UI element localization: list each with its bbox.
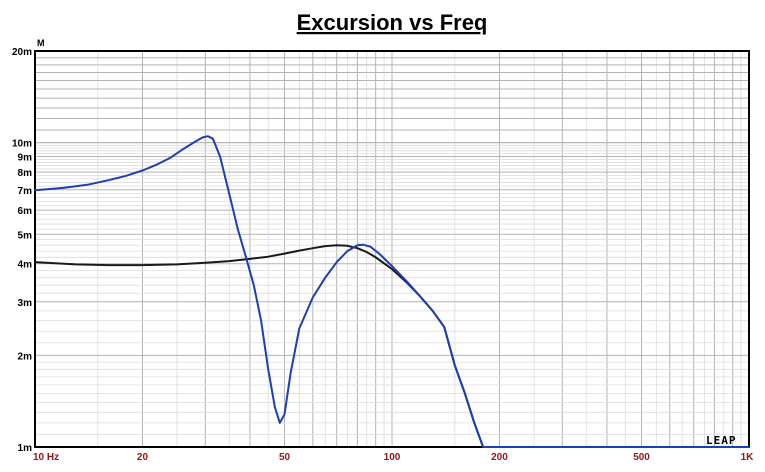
x-axis-ticks: 10 Hz 20 50 100 200 500 1K (33, 452, 754, 463)
y-tick-label: 4m (18, 260, 33, 271)
x-tick-label: 100 (384, 452, 401, 463)
y-tick-label: 1m (18, 443, 33, 454)
x-tick-label: 50 (279, 452, 291, 463)
y-tick-label: 7m (18, 186, 33, 197)
y-tick-label: 2m (18, 351, 33, 362)
chart-title: Excursion vs Freq (297, 10, 488, 35)
y-tick-label: 5m (18, 230, 33, 241)
y-unit-label: M (37, 38, 45, 48)
y-tick-label: 6m (18, 206, 33, 217)
leap-logo: LEAP (706, 434, 737, 447)
series-line-1 (34, 244, 485, 448)
series-layer (34, 135, 750, 448)
x-tick-label: 20 (137, 452, 149, 463)
grid (35, 51, 749, 447)
x-tick-label: 1K (741, 452, 755, 463)
series-line-2 (34, 135, 750, 448)
y-tick-label: 9m (18, 153, 33, 164)
y-tick-label: 8m (18, 168, 33, 179)
y-tick-label: 10m (12, 139, 32, 150)
x-tick-label: 10 Hz (33, 452, 59, 463)
plot-frame (34, 50, 750, 448)
x-tick-label: 200 (491, 452, 508, 463)
y-axis-ticks: 20m 10m 9m 8m 7m 6m 5m 4m 3m 2m 1m (12, 47, 32, 454)
y-tick-label: 20m (12, 47, 32, 58)
y-tick-label: 3m (18, 298, 33, 309)
leap-logo-text: LEAP (706, 434, 737, 447)
x-tick-label: 500 (633, 452, 650, 463)
